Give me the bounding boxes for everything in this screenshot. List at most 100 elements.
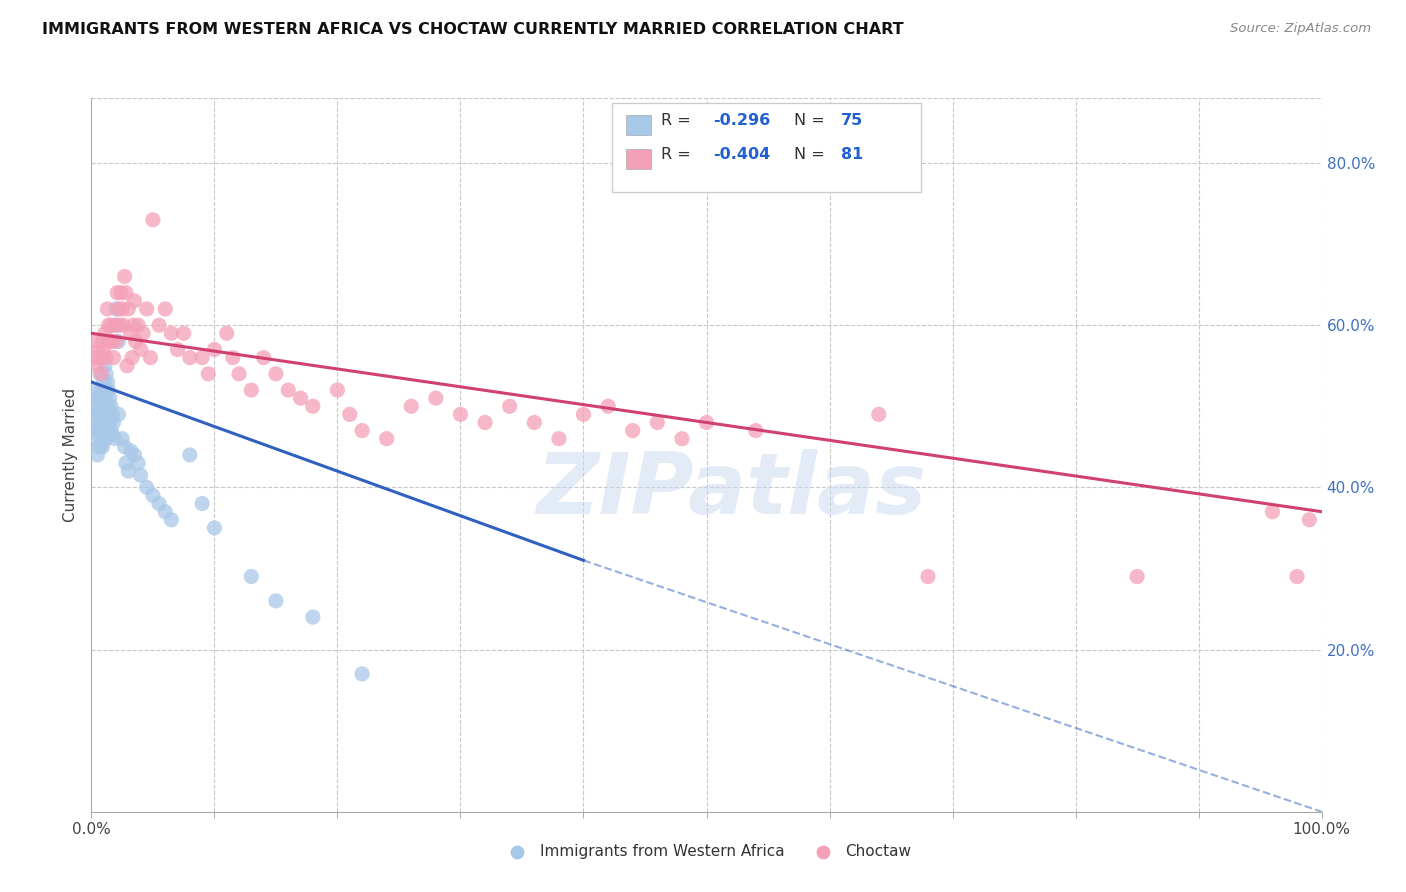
- Point: [202, 343, 225, 357]
- Point: [264, 594, 287, 608]
- Point: [91, 391, 114, 405]
- Point: [112, 318, 135, 333]
- Point: [240, 569, 263, 583]
- Point: [105, 285, 128, 300]
- Point: [91, 408, 114, 422]
- Point: [96, 351, 117, 365]
- Point: [1298, 513, 1320, 527]
- Point: [84, 424, 107, 438]
- Point: [89, 424, 111, 438]
- Point: [114, 269, 136, 284]
- Point: [572, 408, 595, 422]
- Point: [107, 334, 129, 349]
- Point: [671, 432, 693, 446]
- Point: [104, 318, 127, 333]
- Point: [1285, 569, 1308, 583]
- Point: [94, 359, 117, 373]
- Point: [240, 383, 263, 397]
- Point: [89, 351, 111, 365]
- Point: [117, 464, 139, 478]
- Text: 81: 81: [841, 147, 863, 161]
- Point: [93, 399, 115, 413]
- Point: [127, 318, 149, 333]
- Point: [93, 343, 115, 357]
- Point: [101, 334, 124, 349]
- Point: [111, 432, 134, 446]
- Text: R =: R =: [661, 147, 696, 161]
- Point: [103, 351, 125, 365]
- Point: [100, 318, 122, 333]
- Point: [253, 351, 276, 365]
- Point: [121, 351, 143, 365]
- Point: [100, 399, 122, 413]
- Text: ZIPatlas: ZIPatlas: [536, 449, 927, 533]
- Point: [425, 391, 447, 405]
- Point: [132, 326, 155, 341]
- Point: [108, 318, 131, 333]
- Y-axis label: Currently Married: Currently Married: [62, 388, 77, 522]
- Point: [197, 367, 219, 381]
- Point: [124, 293, 146, 308]
- Point: [91, 424, 114, 438]
- Point: [94, 408, 117, 422]
- Point: [87, 408, 110, 422]
- Point: [86, 383, 108, 397]
- Point: [94, 383, 117, 397]
- Point: [101, 427, 124, 442]
- Point: [110, 285, 132, 300]
- Point: [87, 343, 110, 357]
- Point: [117, 301, 139, 316]
- Point: [105, 301, 127, 316]
- Point: [191, 497, 214, 511]
- Point: [86, 432, 108, 446]
- Point: [202, 521, 225, 535]
- Point: [94, 427, 117, 442]
- Point: [191, 351, 214, 365]
- Point: [645, 416, 669, 430]
- Point: [83, 408, 105, 422]
- Point: [326, 383, 349, 397]
- Point: [1261, 505, 1284, 519]
- Point: [96, 301, 118, 316]
- Point: [97, 318, 120, 333]
- Point: [97, 403, 120, 417]
- Point: [474, 416, 496, 430]
- Text: IMMIGRANTS FROM WESTERN AFRICA VS CHOCTAW CURRENTLY MARRIED CORRELATION CHART: IMMIGRANTS FROM WESTERN AFRICA VS CHOCTA…: [42, 22, 904, 37]
- Point: [222, 351, 245, 365]
- Point: [94, 326, 117, 341]
- Point: [135, 301, 157, 316]
- Point: [917, 569, 939, 583]
- Point: [87, 424, 110, 438]
- Point: [129, 468, 152, 483]
- Point: [745, 424, 768, 438]
- Point: [179, 351, 201, 365]
- Point: [547, 432, 569, 446]
- Point: [97, 383, 120, 397]
- Point: [142, 212, 165, 227]
- Point: [111, 301, 134, 316]
- Point: [695, 416, 717, 430]
- Point: [101, 408, 124, 422]
- Point: [596, 399, 619, 413]
- Point: [90, 432, 112, 446]
- Point: [100, 424, 122, 438]
- Point: [104, 432, 127, 446]
- Point: [339, 408, 361, 422]
- Point: [523, 416, 546, 430]
- Point: [86, 448, 108, 462]
- Point: [86, 416, 108, 430]
- Point: [173, 326, 195, 341]
- Point: [84, 391, 107, 405]
- Text: N =: N =: [794, 113, 831, 128]
- Point: [90, 416, 112, 430]
- Point: [1126, 569, 1149, 583]
- Text: N =: N =: [794, 147, 831, 161]
- Text: -0.296: -0.296: [713, 113, 770, 128]
- Point: [96, 375, 118, 389]
- Point: [124, 334, 146, 349]
- Point: [153, 505, 177, 519]
- Point: [89, 408, 111, 422]
- Point: [375, 432, 398, 446]
- Point: [160, 326, 183, 341]
- Point: [114, 440, 136, 454]
